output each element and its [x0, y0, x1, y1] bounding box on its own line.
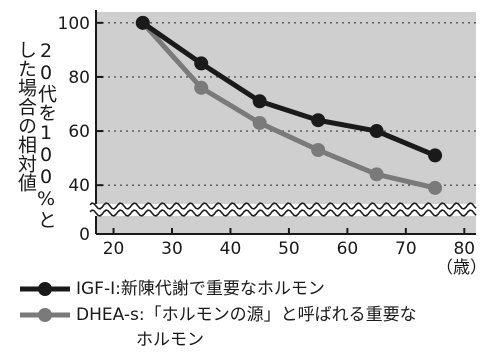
legend-label-igf: IGF-I:新陳代謝で重要なホルモン [76, 276, 325, 302]
legend-swatch-igf [18, 276, 72, 302]
legend-swatch-dhea [18, 302, 72, 328]
legend-item-igf: IGF-I:新陳代謝で重要なホルモン [18, 276, 484, 302]
legend-label-dhea-cont: ホルモン [18, 328, 484, 352]
y-tick-label-100: 100 [58, 14, 90, 34]
x-tick-label-40: 40 [220, 239, 242, 259]
x-tick-label-20: 20 [103, 239, 125, 259]
series-0-point-75 [428, 148, 442, 162]
series-1-point-75 [428, 181, 442, 195]
y-tick-label-60: 60 [68, 122, 90, 142]
y-tick-labels: 0 40 60 80 100 [58, 14, 90, 245]
x-axis-unit: （歳） [436, 253, 484, 278]
series-0-point-25 [136, 16, 150, 30]
series-1-point-35 [194, 81, 208, 95]
legend: IGF-I:新陳代謝で重要なホルモン DHEA-s:「ホルモンの源」と呼ばれる重… [18, 276, 484, 352]
y-tick-label-0: 0 [79, 225, 90, 245]
x-tick-label-30: 30 [161, 239, 183, 259]
chart: 0 40 60 80 100 20 30 40 50 60 70 80 [0, 0, 484, 276]
y-tick-label-80: 80 [68, 68, 90, 88]
plot-area [96, 12, 476, 234]
axis-break [88, 203, 476, 216]
y-tick-label-40: 40 [68, 176, 90, 196]
series-0-point-65 [370, 124, 384, 138]
series-1-point-65 [370, 167, 384, 181]
legend-item-dhea: DHEA-s:「ホルモンの源」と呼ばれる重要な [18, 302, 484, 328]
series-0-point-55 [311, 113, 325, 127]
x-tick-labels: 20 30 40 50 60 70 80 [103, 239, 475, 259]
series-0-point-35 [194, 56, 208, 70]
series-0-point-45 [253, 94, 267, 108]
x-tick-label-60: 60 [337, 239, 359, 259]
legend-label-dhea: DHEA-s:「ホルモンの源」と呼ばれる重要な [76, 302, 417, 328]
x-tick-label-50: 50 [278, 239, 300, 259]
series-1-point-45 [253, 116, 267, 130]
series-1-point-55 [311, 143, 325, 157]
y-axis-label: 20代を100%とした場合の相対値 [12, 40, 56, 245]
x-tick-label-70: 70 [395, 239, 417, 259]
